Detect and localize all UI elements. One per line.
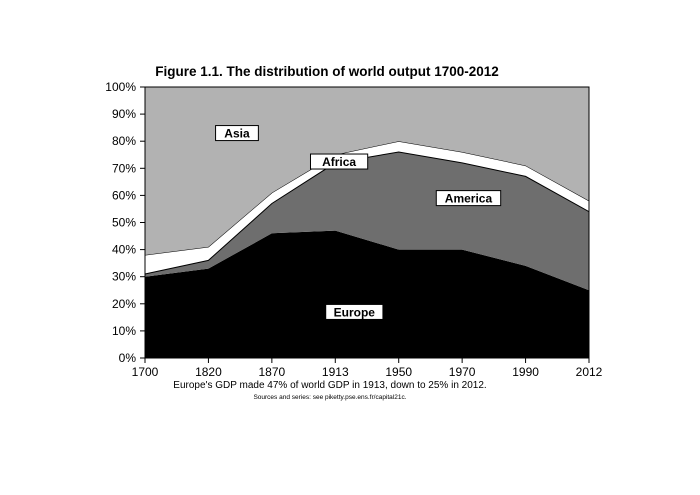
y-tick-label: 0% <box>119 351 137 365</box>
series-labels: Europe America Africa Asia <box>215 125 502 320</box>
x-tick-label: 1990 <box>512 365 539 379</box>
x-axis: 1700 1820 1870 1913 1950 1970 1990 2012 <box>132 358 603 379</box>
y-tick-label: 10% <box>112 324 136 338</box>
area-america <box>145 152 589 291</box>
y-axis: 0% 10% 20% 30% 40% 50% 60% 70% 80% 90% 100% <box>105 80 145 365</box>
y-tick-label: 90% <box>112 107 136 121</box>
series-label-africa: Africa <box>322 155 356 169</box>
y-tick-label: 60% <box>112 188 136 202</box>
label-box-america <box>435 190 502 207</box>
x-tick-label: 2012 <box>576 365 603 379</box>
y-tick-label: 70% <box>112 161 136 175</box>
y-tick-label: 100% <box>105 80 136 94</box>
area-europe <box>145 230 589 358</box>
series-label-asia: Asia <box>224 127 250 141</box>
y-tick-label: 20% <box>112 297 136 311</box>
series-label-america: America <box>445 192 493 206</box>
y-tick-label: 30% <box>112 270 136 284</box>
x-tick-label: 1700 <box>132 365 159 379</box>
y-tick-label: 40% <box>112 243 136 257</box>
x-tick-label: 1950 <box>385 365 412 379</box>
label-box-europe <box>325 303 384 320</box>
chart-title: Figure 1.1. The distribution of world ou… <box>155 64 499 79</box>
chart-caption: Europe's GDP made 47% of world GDP in 19… <box>173 380 486 391</box>
series-label-europe: Europe <box>334 305 376 319</box>
x-tick-label: 1913 <box>322 365 349 379</box>
y-tick-label: 80% <box>112 134 136 148</box>
y-tick-label: 50% <box>112 216 136 230</box>
label-box-africa <box>309 153 369 170</box>
x-tick-label: 1970 <box>449 365 476 379</box>
x-tick-label: 1870 <box>259 365 286 379</box>
x-tick-label: 1820 <box>195 365 222 379</box>
chart-source: Sources and series: see piketty.pse.ens.… <box>253 394 406 401</box>
label-box-asia <box>215 125 259 142</box>
